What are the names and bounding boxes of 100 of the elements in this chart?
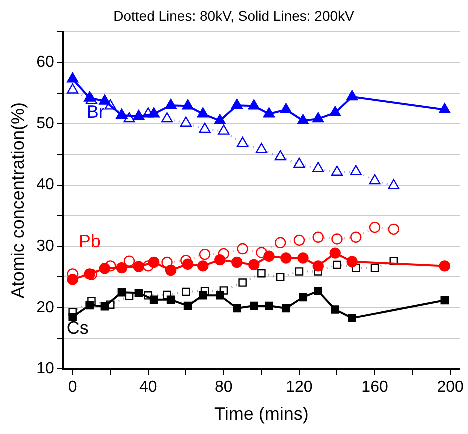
point: [182, 100, 194, 110]
point: [439, 103, 451, 114]
x-tick-label: 40: [139, 379, 158, 396]
point: [197, 108, 209, 118]
point: [166, 296, 176, 304]
point: [256, 143, 268, 154]
point: [231, 98, 243, 110]
y-tick-label: 20: [36, 299, 54, 316]
point: [67, 274, 78, 286]
point: [161, 112, 174, 123]
point: [199, 248, 211, 260]
point: [233, 304, 242, 313]
point: [282, 304, 290, 313]
point: [199, 291, 208, 300]
point: [274, 150, 286, 161]
point: [182, 258, 194, 270]
point: [314, 287, 322, 296]
y-tick-label: 30: [36, 238, 54, 255]
point: [369, 222, 381, 234]
point: [348, 314, 356, 322]
point: [133, 261, 145, 272]
point: [370, 264, 380, 272]
point: [264, 250, 275, 262]
point: [258, 269, 266, 278]
point: [350, 232, 362, 243]
point: [214, 114, 226, 124]
point: [294, 234, 306, 246]
point: [369, 174, 381, 185]
point: [346, 256, 358, 268]
point: [299, 293, 308, 302]
series-label: Cs: [66, 318, 89, 338]
point: [100, 302, 110, 311]
x-tick-label: 120: [286, 379, 313, 396]
point: [312, 260, 324, 272]
y-tick-label: 50: [36, 115, 54, 132]
point: [118, 288, 126, 297]
y-tick-label: 10: [36, 360, 54, 378]
point: [280, 103, 292, 114]
point: [295, 268, 304, 276]
point: [134, 289, 144, 298]
point: [148, 108, 160, 118]
point: [67, 72, 79, 83]
point: [198, 260, 209, 272]
point: [182, 288, 190, 296]
point: [68, 312, 77, 322]
point: [133, 110, 145, 120]
point: [331, 166, 344, 176]
point: [165, 98, 177, 110]
point: [116, 108, 128, 119]
point: [333, 260, 342, 270]
y-axis-title: Atomic concentration(%): [8, 102, 28, 299]
point: [330, 248, 341, 259]
x-tick-label: 80: [215, 379, 233, 396]
y-tick-label: 40: [36, 176, 54, 194]
point: [312, 232, 324, 243]
point: [84, 92, 96, 102]
point: [216, 291, 224, 300]
x-tick-label: 0: [68, 379, 78, 396]
point: [263, 108, 276, 118]
point: [99, 94, 111, 105]
point: [298, 252, 309, 264]
point: [439, 260, 450, 272]
point: [294, 158, 306, 168]
point: [214, 254, 226, 266]
point: [238, 278, 247, 287]
point: [276, 273, 285, 282]
point: [99, 263, 111, 274]
point: [350, 165, 362, 176]
point: [237, 243, 248, 255]
point: [312, 162, 324, 172]
point: [330, 106, 342, 117]
point: [218, 124, 230, 135]
point: [150, 296, 158, 304]
point: [280, 252, 292, 264]
point: [331, 306, 340, 314]
point: [388, 179, 400, 190]
point: [86, 301, 94, 310]
point: [265, 302, 274, 310]
point: [332, 234, 343, 245]
point: [312, 112, 324, 123]
x-tick-label: 160: [362, 379, 388, 396]
point: [237, 136, 249, 148]
point: [148, 256, 160, 268]
point: [199, 122, 211, 134]
point: [116, 262, 128, 274]
point: [232, 256, 243, 268]
point: [250, 302, 258, 310]
point: [124, 256, 136, 267]
point: [180, 116, 192, 127]
x-axis-title: Time (mins): [214, 404, 309, 424]
point: [67, 84, 79, 94]
point: [297, 114, 310, 124]
point: [248, 100, 260, 110]
y-tick-label: 60: [36, 54, 54, 72]
point: [346, 90, 358, 101]
series-label: Pb: [78, 232, 101, 252]
series-label: Br: [86, 102, 105, 122]
x-tick-label: 200: [437, 379, 464, 396]
point: [165, 264, 177, 276]
chart-title: Dotted Lines: 80kV, Solid Lines: 200kV: [112, 8, 356, 24]
